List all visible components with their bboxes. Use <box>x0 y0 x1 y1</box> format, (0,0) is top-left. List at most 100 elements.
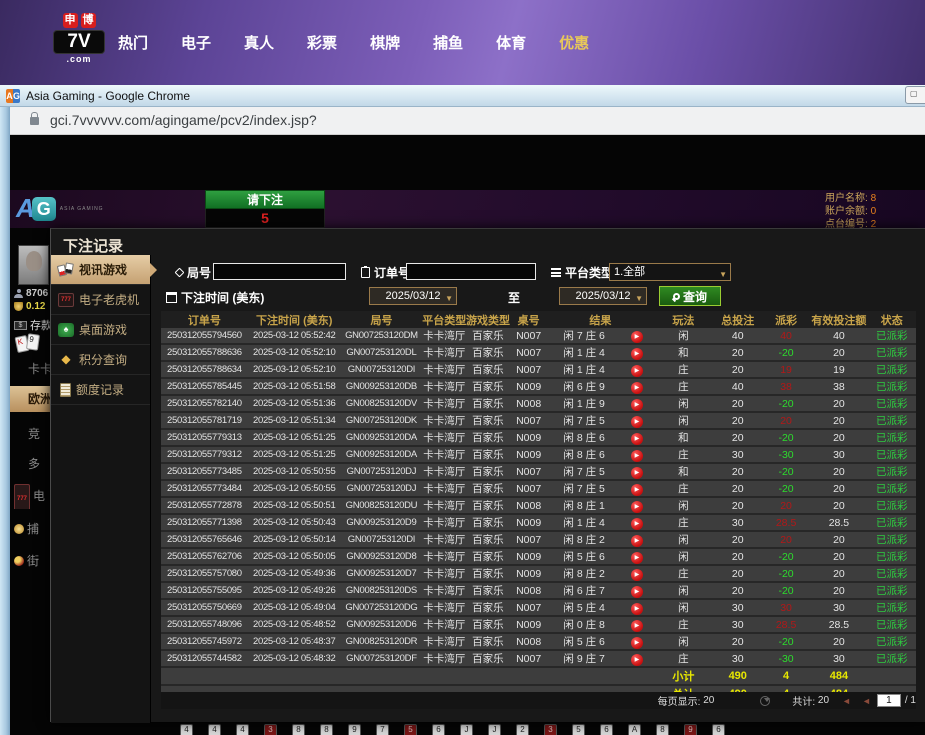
nav-item-hot[interactable]: 热门 <box>118 35 149 52</box>
sidebar-item-quota-records[interactable]: 额度记录 <box>51 375 150 405</box>
ag-logo[interactable]: A G ASIA GAMING <box>16 193 104 223</box>
playing-card: 5 <box>404 724 417 735</box>
sidebar-item-points-query[interactable]: ◆ 积分查询 <box>51 345 150 375</box>
nav-item-promo[interactable]: 优惠 <box>559 35 590 52</box>
table-row: 250312055765646 2025-03-12 05:50:14 GN00… <box>161 531 916 549</box>
moneybag-icon <box>14 302 23 311</box>
page-number-input[interactable] <box>876 694 901 707</box>
play-video-icon[interactable]: ▶ <box>630 568 643 580</box>
col-method: 玩法 <box>653 311 714 328</box>
lobby-tab-jing[interactable]: 竞 <box>28 427 41 441</box>
play-video-icon[interactable]: ▶ <box>630 534 643 546</box>
playing-card: 8 <box>292 724 305 735</box>
nav-item-board[interactable]: 棋牌 <box>370 35 401 52</box>
sidebar-item-live-games[interactable]: 视讯游戏 <box>51 255 157 285</box>
table-row: 250312055745972 2025-03-12 05:48:37 GN00… <box>161 633 916 651</box>
modal-sidebar: 视讯游戏 777 电子老虎机 ♠ 桌面游戏 ◆ 积分查询 <box>51 255 157 723</box>
playing-card: 4 <box>236 724 249 735</box>
play-video-icon[interactable]: ▶ <box>630 432 643 444</box>
table-row: 250312055773485 2025-03-12 05:50:55 GN00… <box>161 463 916 481</box>
play-video-icon[interactable]: ▶ <box>630 483 643 495</box>
play-video-icon[interactable]: ▶ <box>630 364 643 376</box>
slots-icon: 777 <box>58 292 74 307</box>
play-video-icon[interactable]: ▶ <box>630 602 643 614</box>
window-frame <box>0 107 10 735</box>
table-row: 250312055794560 2025-03-12 05:52:42 GN00… <box>161 328 916 345</box>
col-platform: 平台类型 <box>422 311 466 328</box>
total-count-value: 20 <box>817 695 830 706</box>
lobby-tab-multi[interactable]: 多 <box>28 457 41 471</box>
table-row: 250312055755095 2025-03-12 05:49:26 GN00… <box>161 582 916 600</box>
prev-page-arrow[interactable]: ◄ <box>861 695 871 706</box>
table-row: 250312055779313 2025-03-12 05:51:25 GN00… <box>161 429 916 447</box>
play-video-icon[interactable]: ▶ <box>630 585 643 597</box>
search-button[interactable]: 查询 <box>659 286 721 306</box>
url-text[interactable]: gci.7vvvvvv.com/agingame/pcv2/index.jsp? <box>50 112 317 128</box>
playing-card: 9 <box>348 724 361 735</box>
url-bar[interactable]: gci.7vvvvvv.com/agingame/pcv2/index.jsp? <box>10 107 925 135</box>
play-video-icon[interactable]: ▶ <box>630 398 643 410</box>
sidebar-item-slot-machines[interactable]: 777 电子老虎机 <box>51 285 150 315</box>
to-label: 至 <box>508 291 521 305</box>
refresh-icon[interactable] <box>760 695 771 706</box>
playing-card: 7 <box>376 724 389 735</box>
document-icon <box>60 382 71 397</box>
play-video-icon[interactable]: ▶ <box>630 636 643 648</box>
balance-amount: 0.12 <box>14 301 45 312</box>
lobby-tab-kaka[interactable]: 卡卡 <box>28 362 53 376</box>
playing-card: 6 <box>600 724 613 735</box>
modal-main: 局号 订单号 平台类型 1.全部 <box>151 255 925 723</box>
nav-item-lottery[interactable]: 彩票 <box>307 35 338 52</box>
window-maximize-button[interactable]: ▢ <box>905 86 925 104</box>
date-from-picker[interactable]: 2025/03/12 ▼ <box>369 287 457 305</box>
bet-records-table: 订单号 下注时间 (美东) 局号 平台类型 游戏类型 桌号 结果 玩法 总投注 … <box>161 311 916 704</box>
nav-item-slots[interactable]: 电子 <box>181 35 212 52</box>
slots-mini-icon: 777 <box>14 484 31 509</box>
playing-card: 4 <box>180 724 193 735</box>
sidebar-item-table-games[interactable]: ♠ 桌面游戏 <box>51 315 150 345</box>
play-video-icon[interactable]: ▶ <box>630 449 643 461</box>
play-video-icon[interactable]: ▶ <box>630 330 643 342</box>
player-count: 8706 <box>14 288 48 299</box>
col-order: 订单号 <box>161 311 248 328</box>
play-video-icon[interactable]: ▶ <box>630 653 643 665</box>
table-row: 250312055750669 2025-03-12 05:49:04 GN00… <box>161 599 916 617</box>
play-video-icon[interactable]: ▶ <box>630 381 643 393</box>
playing-card: 9 <box>684 724 697 735</box>
play-video-icon[interactable]: ▶ <box>630 415 643 427</box>
play-video-icon[interactable]: ▶ <box>630 466 643 478</box>
avatar <box>18 245 49 285</box>
round-number-input[interactable] <box>213 263 346 280</box>
play-video-icon[interactable]: ▶ <box>630 347 643 359</box>
per-page-value: 20 <box>703 695 715 706</box>
deposit-button[interactable]: $ 存款 <box>14 317 52 333</box>
order-number-input[interactable] <box>406 263 536 280</box>
username-value: 8 <box>870 193 877 204</box>
table-row: 250312055781719 2025-03-12 05:51:34 GN00… <box>161 412 916 430</box>
table-row: 250312055757080 2025-03-12 05:49:36 GN00… <box>161 565 916 583</box>
playing-card: 4 <box>208 724 221 735</box>
lobby-tab-arcade[interactable]: 街 <box>10 548 54 574</box>
nav-item-fishing[interactable]: 捕鱼 <box>433 35 464 52</box>
date-to-picker[interactable]: 2025/03/12 ▼ <box>559 287 647 305</box>
lobby-tab-europe[interactable]: 欧洲 <box>10 386 54 412</box>
table-row: 250312055772878 2025-03-12 05:50:51 GN00… <box>161 497 916 515</box>
site-top-nav: 申 博 7V .com 热门 电子 真人 彩票 棋牌 捕鱼 体育 优惠 <box>0 0 925 85</box>
col-payout: 派彩 <box>761 311 811 328</box>
lobby-tab-fishing[interactable]: 捕 <box>10 516 54 542</box>
play-video-icon[interactable]: ▶ <box>630 551 643 563</box>
nav-item-live[interactable]: 真人 <box>244 35 275 52</box>
first-page-arrow[interactable]: ◄ <box>842 695 851 706</box>
play-video-icon[interactable]: ▶ <box>630 517 643 529</box>
nav-item-sports[interactable]: 体育 <box>496 35 527 52</box>
play-video-icon[interactable]: ▶ <box>630 500 643 512</box>
list-icon <box>551 268 561 277</box>
playing-card: A <box>628 724 641 735</box>
playing-card: J <box>488 724 501 735</box>
play-video-icon[interactable]: ▶ <box>630 619 643 631</box>
bet-time-label: 下注时间 (美东) <box>166 289 264 306</box>
search-icon <box>672 292 680 300</box>
site-logo[interactable]: 申 博 7V .com <box>53 13 105 64</box>
lobby-tab-slots[interactable]: 777 电 <box>10 483 54 509</box>
platform-type-select[interactable]: 1.全部 ▼ <box>609 263 731 281</box>
